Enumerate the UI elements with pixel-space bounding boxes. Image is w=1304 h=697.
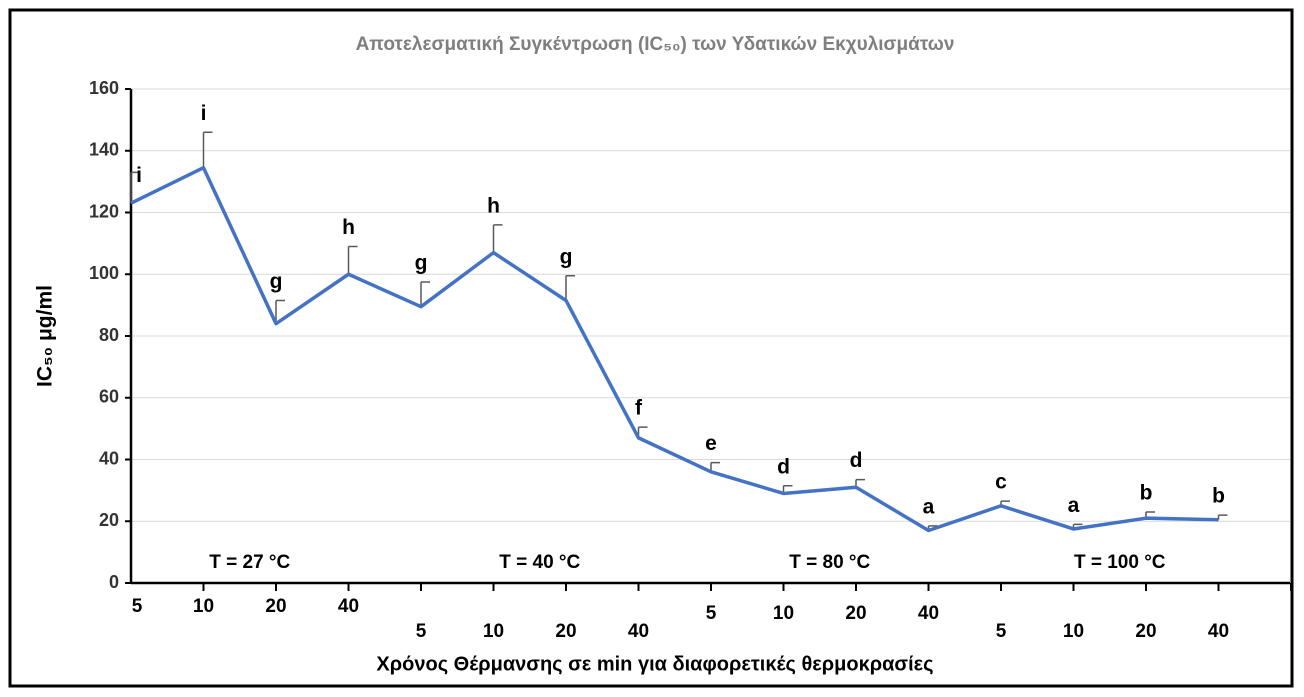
x-tick-label: 20: [265, 596, 286, 617]
x-tick-label: 5: [416, 621, 427, 642]
data-line: [130, 165, 1219, 533]
y-tick-label: 120: [89, 201, 119, 221]
group-label: T = 80 °C: [789, 552, 870, 573]
x-tick-label: 40: [628, 621, 649, 642]
x-tick-label: 10: [483, 621, 504, 642]
x-tick-label: 20: [555, 621, 576, 642]
point-label: a: [1068, 494, 1080, 517]
x-tick-label: 20: [1135, 621, 1156, 642]
error-bar: [202, 131, 213, 168]
group-label: T = 40 °C: [499, 552, 580, 573]
error-bar: [492, 224, 503, 253]
group-label: T = 100 °C: [1074, 552, 1166, 573]
error-bar: [130, 171, 140, 204]
point-label: b: [1140, 482, 1153, 505]
point-label: e: [705, 432, 717, 455]
x-tick-label: 40: [1208, 621, 1229, 642]
point-label: g: [415, 252, 428, 275]
point-label: d: [777, 455, 790, 478]
y-tick-label: 40: [99, 448, 119, 468]
group-label: T = 27 °C: [209, 552, 290, 573]
point-label: i: [136, 164, 142, 187]
chart-title: Αποτελεσματική Συγκέντρωση (IC₅₀) των Υδ…: [356, 34, 955, 55]
chart-frame: [8, 8, 1294, 688]
y-tick-label: 100: [89, 263, 119, 283]
y-axis-label: IC₅₀ μg/ml: [34, 285, 57, 387]
y-tick-label: 20: [99, 510, 119, 530]
x-tick-label: 40: [918, 603, 939, 624]
x-tick-label: 10: [193, 596, 214, 617]
error-bar: [420, 281, 430, 307]
y-tick-label: 0: [109, 572, 119, 592]
point-label: i: [201, 102, 207, 125]
point-label: h: [342, 216, 355, 239]
point-label: c: [995, 471, 1007, 494]
error-bar: [565, 275, 575, 301]
y-tick-label: 60: [99, 387, 119, 407]
x-axis-label: Χρόνος Θέρμανσης σε min για διαφορετικές…: [376, 653, 933, 675]
x-tick-label: 40: [338, 596, 359, 617]
point-label: a: [923, 495, 935, 518]
point-label: g: [270, 270, 283, 293]
point-label: h: [487, 194, 500, 217]
x-tick-label: 20: [845, 603, 866, 624]
point-label: d: [850, 449, 863, 472]
error-bar: [347, 245, 358, 275]
point-label: g: [560, 245, 573, 268]
x-tick-label: 5: [706, 603, 717, 624]
x-tick-label: 10: [1063, 621, 1084, 642]
y-tick-label: 140: [89, 140, 119, 160]
x-tick-label: 5: [996, 621, 1007, 642]
x-tick-label: 10: [773, 603, 794, 624]
y-tick-label: 80: [99, 325, 119, 345]
y-tick-label: 160: [89, 78, 119, 98]
x-tick-label: 5: [132, 596, 143, 617]
point-label: b: [1212, 485, 1225, 508]
point-label: f: [635, 397, 643, 420]
